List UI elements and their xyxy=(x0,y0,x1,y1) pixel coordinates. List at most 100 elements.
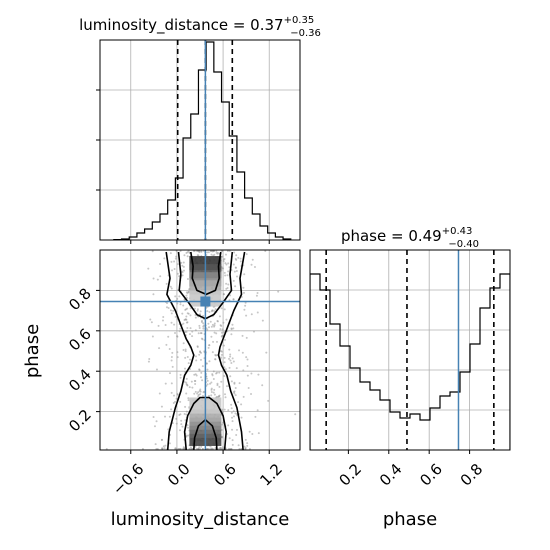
scatter-point xyxy=(160,405,163,408)
scatter-point xyxy=(182,304,185,307)
scatter-point xyxy=(222,260,225,263)
scatter-point xyxy=(148,357,151,360)
scatter-point xyxy=(208,344,211,347)
scatter-point xyxy=(184,405,187,408)
scatter-point xyxy=(165,306,168,309)
scatter-point xyxy=(105,447,108,450)
scatter-point xyxy=(199,376,202,379)
title-phase-plus: +0.43 xyxy=(442,226,473,237)
scatter-point xyxy=(207,251,210,254)
scatter-point xyxy=(220,324,223,327)
scatter-point xyxy=(236,275,239,278)
scatter-point xyxy=(219,446,222,449)
scatter-point xyxy=(187,399,190,402)
scatter-point xyxy=(210,335,213,338)
scatter-point xyxy=(224,368,227,371)
scatter-point xyxy=(207,322,210,325)
scatter-point xyxy=(235,270,238,273)
scatter-point xyxy=(222,293,225,296)
scatter-point xyxy=(221,255,224,258)
scatter-point xyxy=(167,335,170,338)
scatter-point xyxy=(169,285,172,288)
scatter-point xyxy=(200,332,203,335)
tick-label-y: 0.2 xyxy=(65,406,95,436)
scatter-point xyxy=(168,347,171,350)
scatter-point xyxy=(223,258,226,261)
scatter-point xyxy=(195,359,198,362)
scatter-point xyxy=(189,446,192,449)
scatter-point xyxy=(154,443,157,446)
scatter-point xyxy=(230,447,233,450)
scatter-point xyxy=(228,348,231,351)
scatter-point xyxy=(215,250,218,253)
scatter-point xyxy=(198,251,201,254)
scatter-point xyxy=(233,392,236,395)
scatter-point xyxy=(183,413,186,416)
scatter-point xyxy=(202,322,205,325)
scatter-point xyxy=(225,282,228,285)
scatter-point xyxy=(223,408,226,411)
scatter-point xyxy=(257,373,260,376)
scatter-point xyxy=(256,311,259,314)
scatter-point xyxy=(185,291,188,294)
histogram-luminosity-distance xyxy=(113,41,292,241)
scatter-point xyxy=(174,332,177,335)
scatter-point xyxy=(211,323,214,326)
scatter-point xyxy=(141,447,144,450)
scatter-point xyxy=(230,407,233,410)
scatter-point xyxy=(182,269,185,272)
tick-label-y: 0.8 xyxy=(65,285,95,315)
scatter-point xyxy=(198,326,201,329)
scatter-point xyxy=(194,390,197,393)
scatter-point xyxy=(189,358,192,361)
scatter-point xyxy=(227,409,230,412)
scatter-point xyxy=(233,382,236,385)
scatter-point xyxy=(206,251,209,254)
scatter-point xyxy=(216,320,219,323)
scatter-point xyxy=(193,307,196,310)
scatter-point xyxy=(179,327,182,330)
scatter-point xyxy=(228,357,231,360)
scatter-point xyxy=(170,408,173,411)
contour-line xyxy=(183,396,227,450)
scatter-point xyxy=(209,445,212,448)
scatter-point xyxy=(231,357,234,360)
scatter-point xyxy=(224,253,227,256)
scatter-point xyxy=(202,314,205,317)
scatter-point xyxy=(220,408,223,411)
scatter-point xyxy=(194,355,197,358)
scatter-point xyxy=(175,397,178,400)
scatter-point xyxy=(235,433,238,436)
scatter-point xyxy=(194,373,197,376)
scatter-point xyxy=(199,310,202,313)
scatter-point xyxy=(175,255,178,258)
scatter-point xyxy=(185,392,188,395)
scatter-point xyxy=(180,261,183,264)
density-2d xyxy=(105,250,297,450)
scatter-point xyxy=(187,362,190,365)
scatter-point xyxy=(200,250,203,253)
scatter-point xyxy=(196,254,199,257)
scatter-point xyxy=(202,250,205,253)
scatter-point xyxy=(198,446,201,449)
scatter-point xyxy=(245,356,248,359)
scatter-point xyxy=(176,393,179,396)
scatter-point xyxy=(218,315,221,318)
scatter-point xyxy=(252,330,255,333)
scatter-point xyxy=(226,250,229,253)
scatter-point xyxy=(185,294,188,297)
scatter-point xyxy=(196,345,199,348)
scatter-point xyxy=(202,327,205,330)
scatter-point xyxy=(185,330,188,333)
scatter-point xyxy=(161,319,164,322)
scatter-point xyxy=(213,393,216,396)
scatter-point xyxy=(221,446,224,449)
scatter-point xyxy=(251,258,254,261)
scatter-point xyxy=(159,275,162,278)
scatter-point xyxy=(182,265,185,268)
scatter-point xyxy=(229,355,232,358)
scatter-point xyxy=(223,375,226,378)
contour-line xyxy=(165,251,195,450)
scatter-point xyxy=(197,447,200,450)
